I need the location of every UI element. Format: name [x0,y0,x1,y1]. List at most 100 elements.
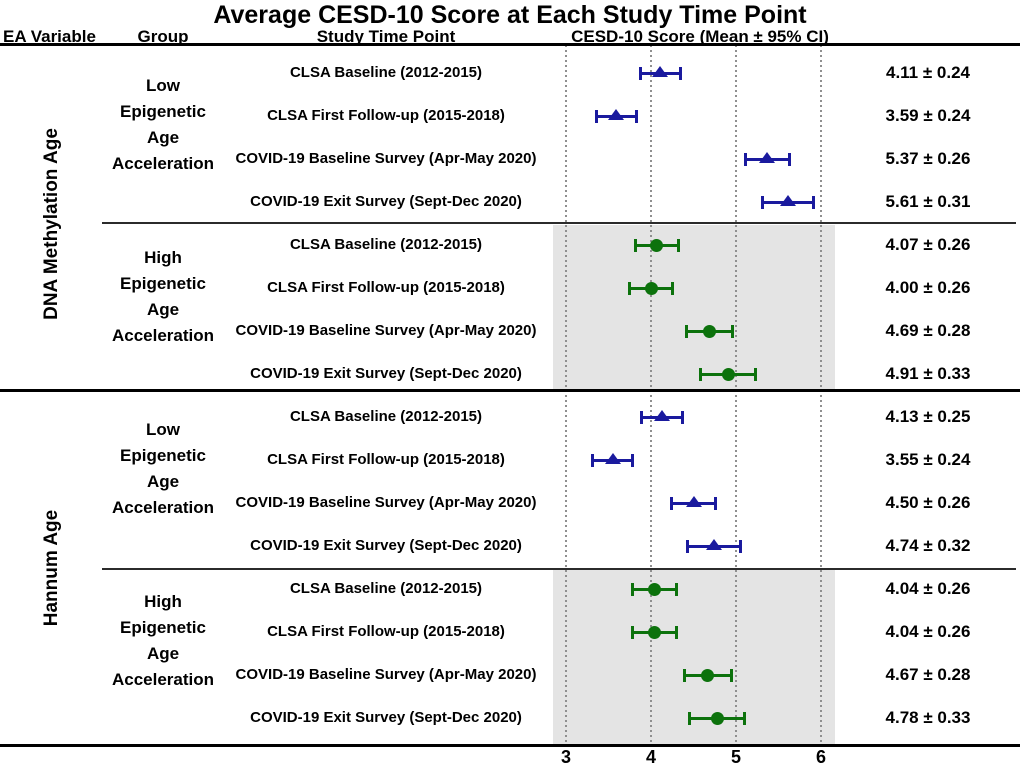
header-rule [0,43,1020,46]
error-bar-cap-right [812,195,816,209]
row-value: 4.67 ± 0.28 [885,665,971,684]
row-label: COVID-19 Exit Survey (Sept-Dec 2020) [250,193,522,210]
mean-marker-circle [701,668,715,682]
gridline-5 [735,45,737,745]
row-value: 4.69 ± 0.28 [885,321,971,340]
row-value: 4.78 ± 0.33 [885,708,971,727]
error-bar-cap-left [699,367,703,381]
error-bar-cap-left [685,539,689,553]
row-value: 4.13 ± 0.25 [885,407,971,426]
row-label: COVID-19 Baseline Survey (Apr-May 2020) [235,494,537,511]
column-header-ea-variable: EA Variable [3,27,96,46]
row-label: CLSA First Follow-up (2015-2018) [267,451,505,468]
error-bar-cap-right [677,238,681,252]
group-label: Low Epigenetic Age Acceleration [111,419,215,517]
row-value: 4.07 ± 0.26 [885,235,971,254]
row-value: 3.59 ± 0.24 [885,106,971,125]
mean-marker-circle [710,711,724,725]
mean-marker-triangle [604,453,621,464]
row-label: COVID-19 Baseline Survey (Apr-May 2020) [235,666,537,683]
error-bar-cap-left [633,238,637,252]
error-bar-cap-right [678,66,682,80]
row-label: COVID-19 Exit Survey (Sept-Dec 2020) [250,709,522,726]
mean-marker-triangle [779,195,796,206]
error-bar-cap-left [631,582,635,596]
error-bar-cap-left [670,496,674,510]
mean-marker-triangle [759,152,776,163]
x-axis-tick-label: 5 [730,747,741,765]
error-bar-cap-left [639,410,643,424]
row-value: 4.50 ± 0.26 [885,493,971,512]
row-label: CLSA Baseline (2012-2015) [289,408,483,425]
error-bar-cap-left [627,281,631,295]
row-value: 4.04 ± 0.26 [885,579,971,598]
column-header-group: Group [137,27,189,46]
shaded-band [553,225,835,389]
error-bar-cap-right [739,539,743,553]
group-label: Low Epigenetic Age Acceleration [111,75,215,173]
row-label: COVID-19 Baseline Survey (Apr-May 2020) [235,150,537,167]
error-bar-cap-left [638,66,642,80]
row-value: 5.61 ± 0.31 [885,192,971,211]
x-axis-tick-label: 6 [815,747,826,765]
error-bar-cap-left [631,625,635,639]
group-divider [102,222,1016,224]
error-bar-cap-left [683,668,687,682]
error-bar-cap-right [671,281,675,295]
mean-marker-circle [703,324,717,338]
error-bar-cap-right [729,668,733,682]
row-value: 4.00 ± 0.26 [885,278,971,297]
axis-rule [0,744,1020,747]
row-value: 5.37 ± 0.26 [885,149,971,168]
gridline-4 [650,45,652,745]
mean-marker-triangle [685,496,702,507]
error-bar-cap-right [743,711,747,725]
row-value: 4.91 ± 0.33 [885,364,971,383]
section-divider [0,389,1020,392]
error-bar-cap-right [674,625,678,639]
x-axis-tick-label: 4 [645,747,656,765]
error-bar-cap-left [684,324,688,338]
mean-marker-triangle [654,410,671,421]
mean-marker-triangle [608,109,625,120]
row-value: 4.74 ± 0.32 [885,536,971,555]
gridline-6 [820,45,822,745]
row-label: CLSA First Follow-up (2015-2018) [267,623,505,640]
row-label: COVID-19 Exit Survey (Sept-Dec 2020) [250,537,522,554]
mean-marker-circle [650,238,664,252]
error-bar-cap-right [731,324,735,338]
error-bar-cap-left [744,152,748,166]
row-label: CLSA First Follow-up (2015-2018) [267,107,505,124]
gridline-3 [565,45,567,745]
group-label: High Epigenetic Age Acceleration [111,247,215,345]
row-label: CLSA Baseline (2012-2015) [289,64,483,81]
error-bar-cap-right [681,410,685,424]
x-axis-tick-label: 3 [560,747,571,765]
error-bar-cap-right [634,109,638,123]
error-bar-cap-right [754,367,758,381]
row-value: 4.11 ± 0.24 [885,63,970,82]
group-label: High Epigenetic Age Acceleration [111,591,215,689]
mean-marker-circle [647,582,661,596]
row-label: CLSA First Follow-up (2015-2018) [267,279,505,296]
mean-marker-triangle [705,539,722,550]
error-bar-cap-right [713,496,717,510]
row-value: 3.55 ± 0.24 [885,450,971,469]
error-bar-cap-right [631,453,635,467]
group-divider [102,568,1016,570]
mean-marker-circle [647,625,661,639]
error-bar-cap-left [688,711,692,725]
shaded-band [553,570,835,744]
mean-marker-circle [644,281,658,295]
error-bar-cap-left [760,195,764,209]
row-label: COVID-19 Exit Survey (Sept-Dec 2020) [250,365,522,382]
row-label: COVID-19 Baseline Survey (Apr-May 2020) [235,322,537,339]
ea-variable-label: DNA Methylation Age [41,127,62,320]
row-label: CLSA Baseline (2012-2015) [289,236,483,253]
mean-marker-circle [721,367,735,381]
row-label: CLSA Baseline (2012-2015) [289,580,483,597]
error-bar-cap-right [787,152,791,166]
row-value: 4.04 ± 0.26 [885,622,971,641]
column-header-cesd-score: CESD-10 Score (Mean ± 95% CI) [571,27,829,46]
